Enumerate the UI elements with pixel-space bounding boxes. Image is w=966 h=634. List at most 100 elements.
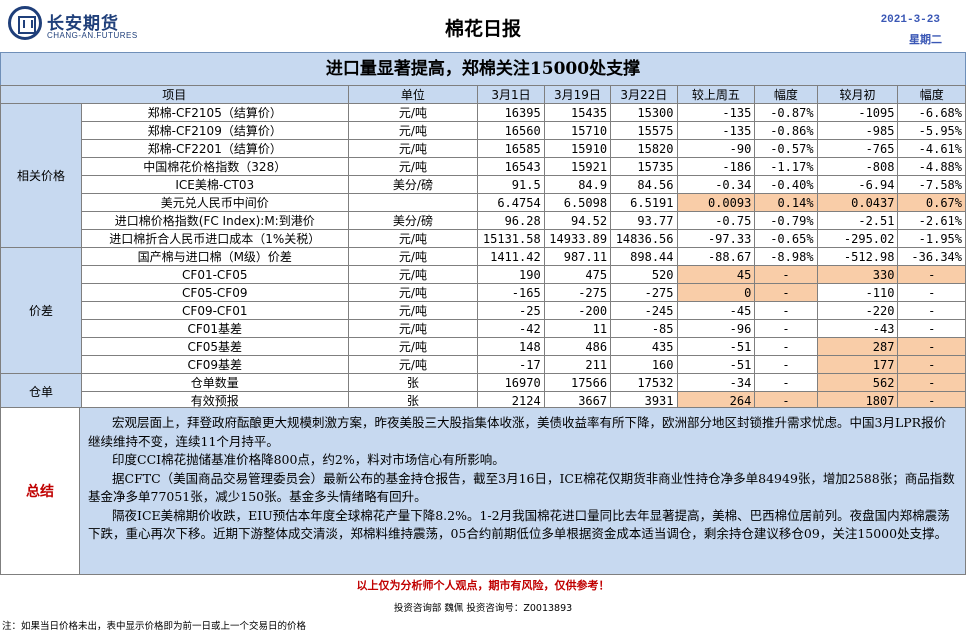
row-item-label: 郑棉-CF2201（结算价） xyxy=(80,139,349,158)
cell-month-change: 330 xyxy=(816,265,899,284)
cell-month-change: -765 xyxy=(816,139,899,158)
summary-body: 宏观层面上，拜登政府酝酿更大规模刺激方案，昨夜美股三大股指集体收涨，美债收益率有… xyxy=(80,408,965,574)
report-weekday: 星期二 xyxy=(909,33,942,46)
cell-month-change: -295.02 xyxy=(816,229,899,248)
cell-week-change: -135 xyxy=(676,103,756,122)
cell-week-change: -34 xyxy=(676,373,756,392)
cell-date2: 15710 xyxy=(543,121,612,140)
row-item-label: 美元兑人民币中间价 xyxy=(80,193,349,212)
row-item-label: CF01-CF05 xyxy=(80,265,349,284)
cell-week-change: 45 xyxy=(676,265,756,284)
cell-month-pct: 0.67% xyxy=(897,193,966,212)
row-unit: 元/吨 xyxy=(347,139,479,158)
cell-date2: 987.11 xyxy=(543,247,612,266)
cell-date3: 14836.56 xyxy=(610,229,678,248)
cell-date1: 16395 xyxy=(477,103,545,122)
cell-month-change: 1807 xyxy=(816,391,899,410)
section-category: 价差 xyxy=(0,247,82,374)
cell-date1: 16585 xyxy=(477,139,545,158)
cell-date2: 84.9 xyxy=(543,175,612,194)
cell-week-pct: -0.87% xyxy=(754,103,818,122)
cell-week-change: 264 xyxy=(676,391,756,410)
cell-month-change: -512.98 xyxy=(816,247,899,266)
cell-date3: -275 xyxy=(610,283,678,302)
cell-week-change: -51 xyxy=(676,337,756,356)
cell-week-pct: -0.86% xyxy=(754,121,818,140)
row-item-label: 郑棉-CF2105（结算价） xyxy=(80,103,349,122)
cell-month-pct: -7.58% xyxy=(897,175,966,194)
table-row: CF01-CF05 元/吨 190 475 520 45-330- xyxy=(1,265,966,284)
cell-date1: -42 xyxy=(477,319,545,338)
cell-month-change: -43 xyxy=(816,319,899,338)
cell-date1: -25 xyxy=(477,301,545,320)
cell-month-pct: - xyxy=(897,301,966,320)
table-row: 价差 国产棉与进口棉（M级）价差 元/吨 1411.42 987.11 898.44 -88… xyxy=(0,247,966,374)
col-header-date1: 3月1日 xyxy=(477,85,545,104)
cell-date2: 14933.89 xyxy=(543,229,612,248)
table-row: 进口棉价格指数(FC Index):M:到港价 美分/磅 96.28 94.52 93.… xyxy=(1,211,966,230)
section-category: 相关价格 xyxy=(0,103,82,248)
cell-week-change: -97.33 xyxy=(676,229,756,248)
row-item-label: CF09-CF01 xyxy=(80,301,349,320)
row-item-label: 进口棉折合人民币进口成本（1%关税） xyxy=(80,229,349,248)
cell-month-pct: - xyxy=(897,355,966,374)
row-unit: 元/吨 xyxy=(347,229,479,248)
company-name-en: CHANG-AN.FUTURES xyxy=(47,31,138,40)
cell-week-change: -135 xyxy=(676,121,756,140)
cell-week-change: -45 xyxy=(676,301,756,320)
cell-week-pct: - xyxy=(754,337,818,356)
cell-week-change: -51 xyxy=(676,355,756,374)
cell-week-pct: - xyxy=(754,265,818,284)
cell-date2: 6.5098 xyxy=(543,193,612,212)
cell-date2: -200 xyxy=(543,301,612,320)
cell-date1: 6.4754 xyxy=(477,193,545,212)
cell-date2: 15910 xyxy=(543,139,612,158)
cell-week-pct: - xyxy=(754,373,818,392)
row-unit: 张 xyxy=(347,373,479,392)
row-unit: 张 xyxy=(347,391,479,410)
advisor-info: 投资咨询部 魏佩 投资咨询号：Z0013893 xyxy=(393,603,573,614)
cell-date3: -245 xyxy=(610,301,678,320)
cell-week-change: 0 xyxy=(676,283,756,302)
cell-month-pct: -4.61% xyxy=(897,139,966,158)
row-unit: 元/吨 xyxy=(347,121,479,140)
cell-date3: 15300 xyxy=(610,103,678,122)
cell-month-change: -220 xyxy=(816,301,899,320)
cell-week-change: -96 xyxy=(676,319,756,338)
row-unit: 元/吨 xyxy=(347,157,479,176)
cell-date1: 148 xyxy=(477,337,545,356)
cell-date3: 15820 xyxy=(610,139,678,158)
cell-week-pct: - xyxy=(754,391,818,410)
price-table: 项目 单位 3月1日 3月19日 3月22日 较上周五 幅度 较月初 幅度 相关… xyxy=(0,85,966,410)
table-row: 郑棉-CF2201（结算价） 元/吨 16585 15910 15820 -90 -0.57… xyxy=(1,139,966,158)
cell-month-pct: -1.95% xyxy=(897,229,966,248)
row-item-label: ICE美棉-CT03 xyxy=(80,175,349,194)
summary-paragraph: 宏观层面上，拜登政府酝酿更大规模刺激方案，昨夜美股三大股指集体收涨，美债收益率有… xyxy=(88,415,947,449)
cell-week-change: -186 xyxy=(676,157,756,176)
table-row: CF09-CF01 元/吨 -25 -200 -245 -45- -220- xyxy=(1,301,966,320)
row-item-label: 郑棉-CF2109（结算价） xyxy=(80,121,349,140)
cell-date1: -17 xyxy=(477,355,545,374)
cell-week-pct: -0.65% xyxy=(754,229,818,248)
table-row: CF01基差 元/吨 -42 11 -85 -96- -43- xyxy=(1,319,966,338)
row-item-label: 进口棉价格指数(FC Index):M:到港价 xyxy=(80,211,349,230)
cell-week-pct: - xyxy=(754,283,818,302)
table-row: ICE美棉-CT03 美分/磅 91.5 84.9 84.56 -0.34 -0.40% -6… xyxy=(1,175,966,194)
cell-week-pct: -0.79% xyxy=(754,211,818,230)
row-unit: 美分/磅 xyxy=(347,211,479,230)
cell-date3: 17532 xyxy=(610,373,678,392)
cell-date2: 486 xyxy=(543,337,612,356)
cell-week-pct: - xyxy=(754,319,818,338)
col-header-unit: 单位 xyxy=(347,85,479,104)
cell-date3: 160 xyxy=(610,355,678,374)
cell-date3: 520 xyxy=(610,265,678,284)
headline: 进口量显著提高，郑棉关注15000处支撑 xyxy=(0,52,966,86)
cell-date3: 6.5191 xyxy=(610,193,678,212)
cell-month-pct: - xyxy=(897,319,966,338)
summary-paragraph: 据CFTC（美国商品交易管理委员会）最新公布的基金持仓报告，截至3月16日，IC… xyxy=(88,470,955,505)
disclaimer: 以上仅为分析师个人观点，期市有风险，仅供参考！ xyxy=(356,579,610,592)
cell-date3: 93.77 xyxy=(610,211,678,230)
row-unit: 元/吨 xyxy=(347,355,479,374)
cell-month-pct: -36.34% xyxy=(897,247,966,266)
row-item-label: CF05-CF09 xyxy=(80,283,349,302)
